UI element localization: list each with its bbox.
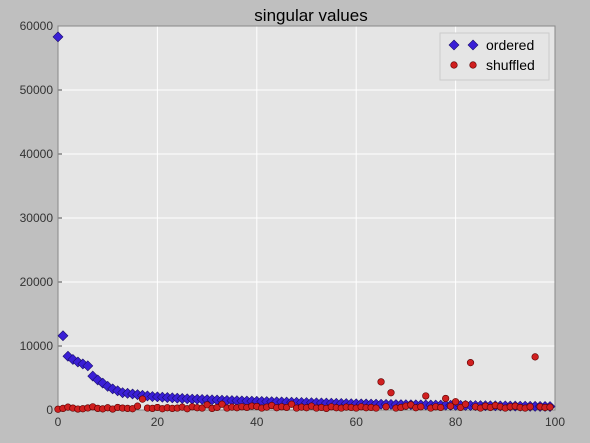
legend-marker	[448, 39, 460, 51]
point-shuffled	[382, 403, 390, 411]
axis-layer: 0 20 40 60 80 100 0 10000 20000 30000 40000 50000 60…	[20, 19, 566, 429]
point-shuffled	[287, 400, 296, 408]
x-tick-label: 40	[250, 415, 264, 429]
legend-marker	[467, 39, 479, 51]
point-shuffled	[461, 400, 470, 408]
legend-label: shuffled	[486, 57, 535, 73]
y-tick-label: 10000	[20, 339, 54, 353]
point-shuffled	[203, 401, 211, 409]
legend-label: ordered	[486, 37, 534, 53]
chart-title: singular values	[254, 6, 367, 25]
point-shuffled	[546, 403, 554, 411]
y-tick-label: 30000	[20, 211, 54, 225]
chart-legend: ordered shuffled	[439, 32, 550, 81]
point-ordered	[82, 360, 94, 372]
point-shuffled	[133, 402, 142, 410]
point-shuffled	[372, 404, 380, 412]
x-tick-label: 60	[350, 415, 364, 429]
point-shuffled	[531, 353, 539, 361]
x-tick-label: 0	[55, 415, 62, 429]
series-shuffled	[54, 353, 554, 413]
point-shuffled	[466, 359, 475, 367]
point-shuffled	[452, 398, 460, 406]
point-shuffled	[198, 404, 206, 412]
legend-box	[439, 32, 550, 81]
marks-layer	[52, 31, 556, 413]
point-shuffled	[387, 389, 395, 397]
legend-marker	[450, 61, 458, 69]
y-tick-label: 60000	[20, 19, 54, 33]
point-shuffled	[283, 403, 291, 412]
point-shuffled	[377, 378, 385, 386]
point-shuffled	[417, 403, 425, 411]
point-shuffled	[218, 400, 226, 408]
point-ordered	[52, 31, 64, 43]
y-tick-label: 0	[46, 403, 53, 417]
x-tick-label: 100	[545, 415, 565, 429]
point-shuffled	[437, 403, 445, 412]
legend-entries: ordered shuffled	[448, 37, 535, 73]
point-shuffled	[447, 402, 455, 410]
legend-marker	[469, 61, 477, 69]
point-ordered	[57, 330, 69, 342]
point-shuffled	[138, 395, 147, 403]
point-shuffled	[526, 403, 534, 411]
point-shuffled	[422, 392, 430, 400]
grid-layer	[58, 26, 555, 410]
point-shuffled	[456, 403, 465, 412]
point-shuffled	[442, 394, 450, 403]
y-tick-label: 40000	[20, 147, 54, 161]
y-tick-label: 20000	[20, 275, 54, 289]
legend-entry-shuffled: shuffled	[450, 57, 535, 73]
point-shuffled	[213, 403, 221, 412]
legend-entry-ordered: ordered	[448, 37, 534, 53]
y-tick-label: 50000	[20, 83, 54, 97]
x-tick-label: 80	[449, 415, 463, 429]
x-tick-label: 20	[151, 415, 165, 429]
